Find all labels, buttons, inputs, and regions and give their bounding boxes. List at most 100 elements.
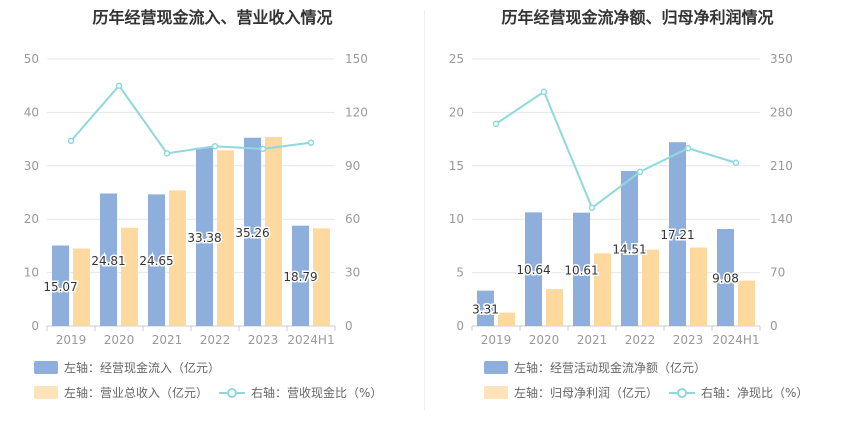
- bar-data-label: 18.79: [283, 270, 317, 284]
- legend-item-line[interactable]: 右轴：净现比（%）: [669, 384, 808, 401]
- bar-data-label: 3.31: [472, 302, 499, 316]
- y-tick-label-right: 60: [345, 212, 360, 226]
- y-tick-label-left: 0: [456, 319, 464, 333]
- legend-item-bar1[interactable]: 左轴：经营现金流入（亿元）: [34, 359, 220, 376]
- bar-series2: [546, 289, 563, 326]
- x-tick-label: 2023: [673, 333, 704, 347]
- bar-series2: [121, 227, 138, 326]
- legend-item-bar2[interactable]: 左轴：归母净利润（亿元）: [484, 384, 658, 401]
- bar-series1: [525, 212, 542, 326]
- x-tick-label: 2020: [104, 333, 135, 347]
- panel-divider: [424, 10, 425, 410]
- y-tick-label-left: 25: [449, 52, 464, 66]
- line-point: [259, 145, 267, 153]
- chart-plot: 0 0 10 30 20 60 30 90 40 120 50 150 2019 2020 2021 2022…: [24, 52, 368, 347]
- bar-series2: [169, 190, 186, 326]
- legend-label: 左轴：营业总收入（亿元）: [64, 386, 209, 400]
- bar-series2: [313, 228, 330, 326]
- bar-series2: [738, 280, 755, 326]
- bar-series2: [498, 312, 515, 326]
- bar-series2: [73, 248, 90, 326]
- legend-line-icon: [669, 386, 695, 400]
- bar-data-label: 10.64: [516, 263, 550, 277]
- legend-item-bar2[interactable]: 左轴：营业总收入（亿元）: [34, 384, 208, 401]
- x-tick-label: 2019: [481, 333, 512, 347]
- bar-data-label: 33.38: [187, 231, 221, 245]
- legend-swatch-icon: [34, 386, 58, 399]
- y-tick-label-right: 30: [345, 266, 360, 280]
- legend-label: 左轴：经营活动现金流净额（亿元）: [514, 361, 707, 375]
- chart-panel-cashflow-revenue: 历年经营现金流入、营业收入情况 0 0 10 30 20 60 30 90 40 120 50 150…: [24, 8, 383, 401]
- line-point: [636, 168, 644, 176]
- legend-swatch-icon: [484, 386, 508, 399]
- line-point: [684, 145, 692, 152]
- x-tick-label: 2024H1: [287, 333, 334, 347]
- x-tick-label: 2019: [56, 333, 87, 347]
- bar-data-label: 35.26: [235, 226, 269, 240]
- line-point: [492, 120, 500, 128]
- bar-series1: [244, 137, 261, 326]
- bar-series1: [717, 229, 734, 326]
- x-tick-label: 2023: [248, 333, 279, 347]
- y-tick-label-left: 30: [24, 159, 39, 173]
- line-point: [540, 88, 548, 96]
- bar-series1: [573, 212, 590, 326]
- line-point: [115, 82, 123, 89]
- y-tick-label-left: 20: [449, 105, 464, 119]
- y-tick-label-right: 280: [770, 105, 793, 119]
- y-tick-label-right: 350: [770, 52, 793, 66]
- bar-series1: [669, 142, 686, 326]
- bar-series1: [148, 194, 165, 326]
- bar-data-label: 15.07: [43, 280, 77, 294]
- x-tick-label: 2022: [625, 333, 656, 347]
- bar-series1: [477, 290, 494, 326]
- y-tick-label-right: 210: [770, 159, 793, 173]
- bar-series1: [621, 171, 638, 326]
- y-tick-label-right: 90: [345, 159, 360, 173]
- bar-series2: [217, 150, 234, 326]
- legend-line-icon: [219, 386, 245, 400]
- line-point: [67, 137, 75, 145]
- y-tick-label-right: 150: [345, 52, 368, 66]
- legend-label: 右轴：净现比（%）: [701, 386, 809, 400]
- y-tick-label-left: 5: [456, 266, 464, 280]
- y-tick-label-right: 70: [770, 266, 785, 280]
- x-tick-label: 2024H1: [712, 333, 759, 347]
- legend-label: 左轴：归母净利润（亿元）: [514, 386, 659, 400]
- bar-series2: [690, 247, 707, 326]
- x-tick-label: 2021: [152, 333, 183, 347]
- line-series: [70, 84, 312, 155]
- line-series: [495, 90, 737, 210]
- x-tick-label: 2020: [529, 333, 560, 347]
- legend-label: 右轴：营收现金比（%）: [251, 386, 383, 400]
- bar-series2: [265, 136, 282, 326]
- y-tick-label-left: 10: [24, 266, 39, 280]
- y-tick-label-left: 20: [24, 212, 39, 226]
- x-tick-label: 2022: [200, 333, 231, 347]
- bar-data-label: 24.65: [139, 254, 173, 268]
- chart-plot: 0 0 5 70 10 140 15 210 20 280 25 350 2019 2020 2021 202…: [449, 52, 793, 347]
- chart-title: 历年经营现金流净额、归母净利润情况: [501, 8, 774, 27]
- chart-panel-netcash-profit: 历年经营现金流净额、归母净利润情况 0 0 5 70 10 140 15 210 20 280 25…: [425, 0, 850, 437]
- bar-data-label: 9.08: [712, 272, 739, 286]
- legend-swatch-icon: [484, 361, 508, 374]
- legend-item-bar1[interactable]: 左轴：经营活动现金流净额（亿元）: [484, 359, 706, 376]
- y-tick-label-left: 10: [449, 212, 464, 226]
- line-point: [588, 204, 596, 212]
- y-tick-label-left: 50: [24, 52, 39, 66]
- bar-data-label: 24.81: [91, 254, 125, 268]
- legend-item-line[interactable]: 右轴：营收现金比（%）: [219, 384, 382, 401]
- y-tick-label-right: 120: [345, 105, 368, 119]
- y-tick-label-right: 140: [770, 212, 793, 226]
- bar-series2: [642, 249, 659, 326]
- legend-label: 左轴：经营现金流入（亿元）: [64, 361, 221, 375]
- chart-title: 历年经营现金流入、营业收入情况: [92, 8, 333, 27]
- bar-series1: [292, 225, 309, 326]
- line-point: [163, 150, 171, 157]
- bar-data-label: 10.61: [564, 263, 598, 277]
- legend-swatch-icon: [34, 361, 58, 374]
- line-point: [307, 139, 315, 146]
- y-tick-label-left: 15: [449, 159, 464, 173]
- bar-series1: [100, 193, 117, 326]
- y-tick-label-left: 40: [24, 105, 39, 119]
